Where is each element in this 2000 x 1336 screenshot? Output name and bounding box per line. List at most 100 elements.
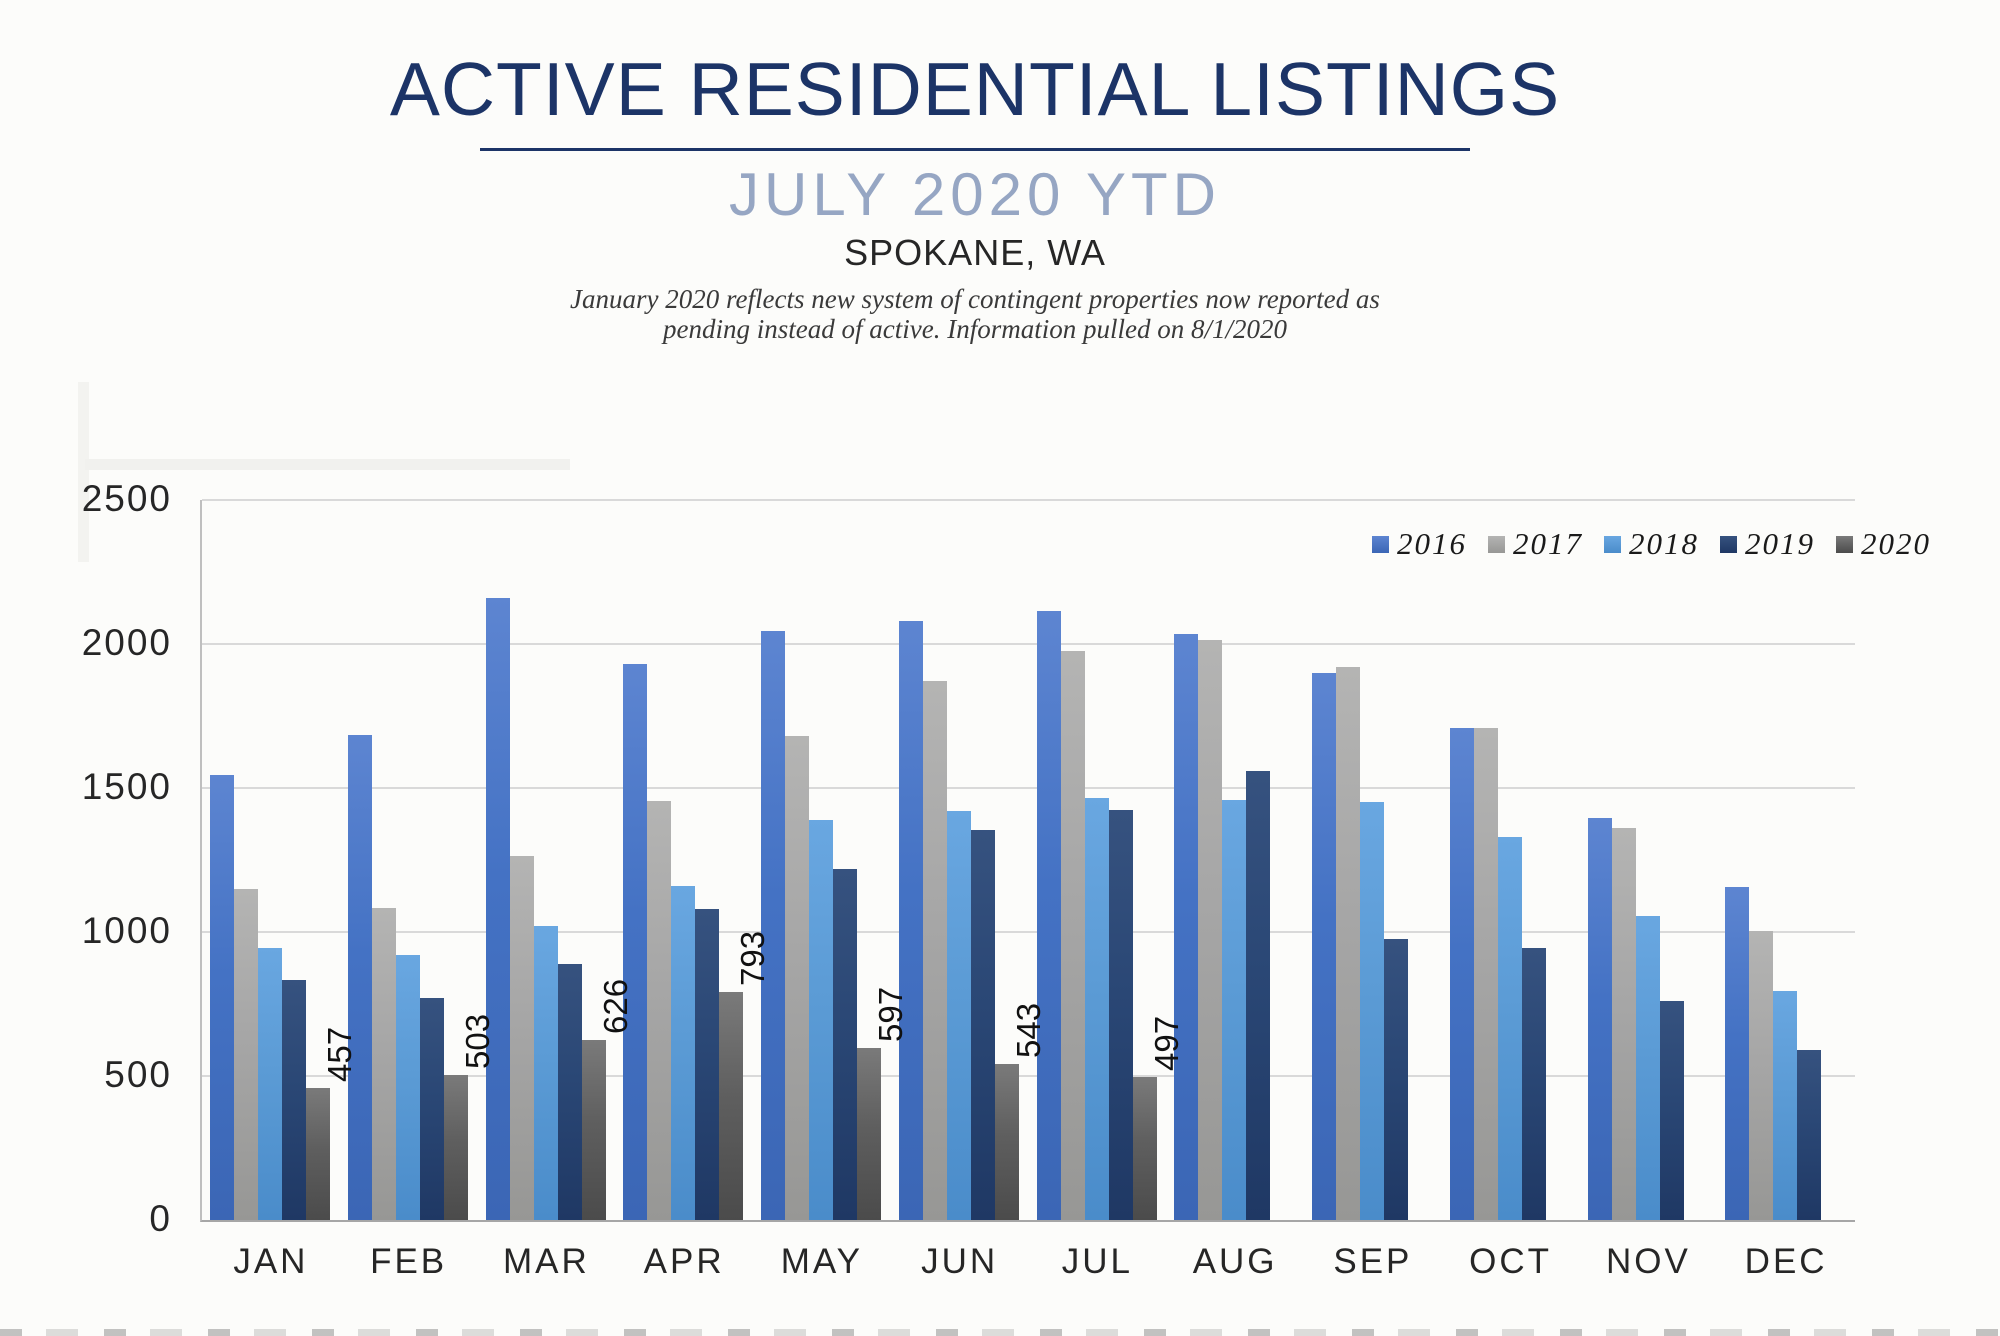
y-tick-2500: 2500 [81, 478, 172, 519]
bar-2017-dec [1749, 930, 1774, 1220]
data-label-2020-jun: 543 [1009, 1002, 1047, 1058]
gridline-1000 [202, 931, 1855, 933]
bar-2017-jun [922, 681, 947, 1220]
bar-2018-dec [1773, 991, 1798, 1220]
bar-2016-apr [623, 664, 648, 1220]
legend-label-2016: 2016 [1397, 526, 1467, 561]
footnote-line-2: pending instead of active. Information p… [663, 314, 1287, 344]
month-label-jan: JAN [233, 1242, 309, 1281]
y-tick-2000: 2000 [81, 622, 172, 663]
bar-2018-nov [1635, 916, 1660, 1220]
bar-2016-jul [1036, 610, 1061, 1220]
bar-2018-jan [258, 947, 282, 1220]
bar-2018-jul [1084, 798, 1109, 1220]
bar-2017-jan [234, 888, 258, 1220]
bar-2018-may [809, 819, 833, 1220]
bar-2017-feb [371, 907, 396, 1220]
gridline-1500 [202, 787, 1855, 789]
data-label-2020-may: 597 [872, 987, 909, 1043]
data-label-2020-jan: 457 [321, 1027, 358, 1083]
bar-2016-aug [1174, 633, 1199, 1220]
data-label-2020-jul: 497 [1147, 1015, 1185, 1071]
scan-artifact-horizontal [85, 459, 570, 470]
bar-2017-jul [1060, 651, 1085, 1220]
month-label-oct: OCT [1469, 1242, 1553, 1281]
y-tick-500: 500 [104, 1054, 172, 1095]
bar-2019-apr [695, 909, 720, 1220]
page-subtitle: JULY 2020 YTD [729, 161, 1221, 228]
bar-2020-feb [443, 1075, 468, 1220]
month-label-apr: APR [643, 1242, 725, 1281]
bar-2020-jun [994, 1063, 1019, 1220]
bar-2018-feb [395, 955, 420, 1220]
month-label-dec: DEC [1744, 1242, 1828, 1281]
bar-2019-aug [1246, 770, 1271, 1220]
bar-2017-oct [1473, 727, 1498, 1220]
legend-item-2016: 2016 [1372, 526, 1467, 562]
legend-item-2019: 2019 [1720, 526, 1815, 562]
bar-2019-may [833, 868, 857, 1220]
bar-2016-dec [1725, 887, 1750, 1220]
legend-swatch-2016 [1372, 535, 1389, 553]
bar-2017-may [785, 736, 809, 1220]
gridline-2000 [202, 643, 1855, 645]
legend-label-2018: 2018 [1629, 526, 1699, 561]
bar-2018-oct [1497, 837, 1522, 1220]
bar-2019-jun [970, 829, 995, 1220]
bar-2017-apr [647, 801, 672, 1220]
legend-swatch-2020 [1836, 535, 1853, 553]
bar-2016-oct [1449, 727, 1474, 1220]
bar-2019-nov [1659, 1001, 1684, 1220]
legend-swatch-2017 [1488, 535, 1505, 553]
chart-legend: 2016 2017 2018 2019 2020 [1372, 526, 1929, 562]
month-label-feb: FEB [370, 1242, 448, 1281]
legend-label-2020: 2020 [1861, 526, 1931, 561]
bar-2018-jun [946, 811, 971, 1220]
bar-2017-aug [1198, 639, 1223, 1220]
bar-2020-may [857, 1048, 881, 1220]
data-label-2020-apr: 793 [734, 930, 772, 986]
bar-2016-jun [898, 621, 923, 1220]
month-label-mar: MAR [502, 1242, 590, 1281]
scan-artifact-vertical [78, 382, 89, 562]
legend-item-2020: 2020 [1836, 526, 1931, 562]
bar-2019-feb [419, 998, 444, 1220]
bar-2017-sep [1336, 667, 1360, 1220]
bar-2019-jul [1108, 809, 1133, 1220]
bar-2016-mar [485, 597, 510, 1220]
bar-2016-nov [1587, 818, 1612, 1220]
location-label: SPOKANE, WA [844, 232, 1106, 273]
data-label-2020-mar: 626 [596, 978, 634, 1034]
footnote: January 2020 reflects new system of cont… [0, 284, 1950, 344]
page-title: ACTIVE RESIDENTIAL LISTINGS [389, 47, 1561, 131]
data-label-2020-feb: 503 [458, 1014, 496, 1070]
bar-chart-plot-area: 457 503 626 793 597 543 497 JAN FEB MAR APR MAY JUN J… [200, 499, 1855, 1281]
y-tick-1500: 1500 [81, 766, 172, 807]
legend-label-2019: 2019 [1745, 526, 1815, 561]
month-label-jun: JUN [921, 1242, 999, 1281]
bar-2016-sep [1312, 672, 1336, 1220]
bar-2017-mar [509, 855, 534, 1220]
bar-2016-may [761, 631, 785, 1220]
month-label-sep: SEP [1333, 1242, 1413, 1281]
month-label-jul: JUL [1061, 1242, 1133, 1281]
legend-swatch-2019 [1720, 535, 1737, 553]
y-tick-1000: 1000 [81, 910, 172, 951]
y-tick-0: 0 [149, 1198, 172, 1239]
bar-2016-jan [210, 775, 234, 1220]
bar-2019-mar [557, 963, 582, 1220]
legend-item-2017: 2017 [1488, 526, 1583, 562]
legend-label-2017: 2017 [1513, 526, 1583, 561]
bar-2020-mar [581, 1039, 606, 1220]
bar-2020-apr [719, 991, 744, 1220]
month-label-aug: AUG [1192, 1242, 1278, 1281]
month-label-nov: NOV [1605, 1242, 1691, 1281]
bar-2018-aug [1222, 799, 1247, 1220]
footnote-line-1: January 2020 reflects new system of cont… [570, 284, 1380, 314]
bar-2020-jul [1132, 1076, 1157, 1220]
bar-2018-mar [533, 926, 558, 1220]
bar-2019-oct [1521, 947, 1546, 1220]
bar-2020-jan [306, 1088, 330, 1220]
bar-2018-apr [671, 885, 696, 1220]
legend-item-2018: 2018 [1604, 526, 1699, 562]
